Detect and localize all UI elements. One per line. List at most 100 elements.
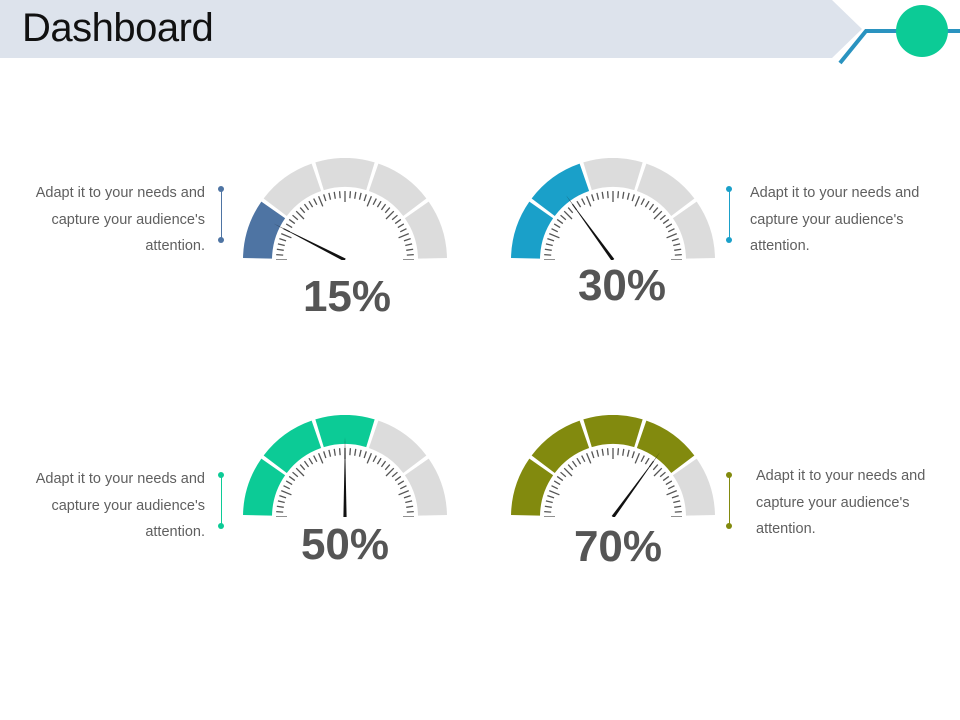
gauge-tick [665, 480, 673, 486]
gauge-tick [601, 191, 604, 199]
gauge-tick [585, 196, 592, 207]
gauge-tick [553, 223, 561, 229]
gauge-tick [405, 243, 413, 247]
gauge-tick [380, 460, 387, 468]
caption-line: Adapt it to your needs and [35, 185, 205, 201]
gauge-tick [366, 196, 373, 207]
connector-dot [218, 237, 224, 243]
gauge-segment [511, 201, 554, 259]
gauge-tick [551, 228, 559, 233]
gauge-tick [666, 232, 677, 239]
gauge-tick [571, 460, 578, 468]
gauge-tick [640, 455, 645, 463]
gauge-tick [671, 495, 679, 499]
gauge-tick [323, 451, 327, 459]
gauge-tick [333, 191, 336, 199]
gauge-tick [606, 191, 609, 199]
gauge-segment [583, 158, 643, 191]
gauge-tick [576, 457, 582, 465]
gauge-3-caption: Adapt it to your needs and capture your … [15, 466, 205, 546]
gauge-tick [394, 475, 402, 482]
gauge-tick [648, 203, 655, 211]
gauge-tick [277, 243, 285, 247]
gauge-tick [288, 218, 296, 225]
gauge-tick [622, 448, 625, 456]
gauge-tick [547, 495, 555, 499]
gauge-tick [673, 500, 681, 504]
gauge-segment [531, 420, 590, 473]
gauge-4-caption: Adapt it to your needs and capture your … [756, 463, 946, 543]
connector-line [220, 189, 222, 240]
gauge-tick [406, 248, 414, 251]
gauge-tick [372, 455, 377, 463]
connector-dot [726, 237, 732, 243]
gauge-tick [631, 451, 635, 459]
gauge-tick [366, 453, 373, 464]
gauge-tick [372, 198, 377, 206]
gauge-tick [295, 467, 305, 477]
gauge-tick [617, 448, 620, 456]
gauge-tick [328, 192, 332, 200]
gauge-tick [626, 192, 630, 200]
gauge-tick [338, 191, 341, 199]
gauge-tick [667, 228, 675, 233]
gauge-tick [653, 467, 663, 477]
gauge-tick [674, 510, 682, 513]
header-accent-circle [896, 5, 948, 57]
gauge-tick [338, 448, 341, 456]
page-title: Dashboard [22, 6, 214, 50]
gauge-tick [659, 214, 666, 221]
gauge-tick [283, 485, 291, 490]
gauge-tick [399, 485, 407, 490]
gauge-tick [398, 489, 409, 496]
gauge-tick [397, 223, 405, 229]
gauge-needle [565, 195, 615, 260]
gauge-tick [581, 198, 586, 206]
gauge-tick [585, 453, 592, 464]
gauge-tick [376, 200, 382, 208]
gauge-tick [313, 455, 318, 463]
gauge-tick [626, 449, 630, 457]
gauge-tick [385, 467, 395, 477]
gauge-tick [288, 475, 296, 482]
gauge-tick [547, 238, 555, 242]
gauge-tick [403, 495, 411, 499]
caption-line: attention. [145, 524, 205, 540]
gauge-2-caption: Adapt it to your needs and capture your … [750, 180, 940, 260]
gauge-tick [299, 207, 306, 214]
gauge-tick [276, 510, 284, 513]
gauge-needle [611, 452, 661, 517]
gauge-tick [644, 200, 650, 208]
gauge-tick [553, 480, 561, 486]
caption-line: Adapt it to your needs and [750, 185, 920, 201]
gauge-tick [652, 464, 659, 471]
gauge-tick [406, 505, 414, 508]
gauge-tick [363, 194, 367, 202]
gauge-tick [308, 457, 314, 465]
gauge-tick [606, 448, 609, 456]
gauge-tick [384, 464, 391, 471]
caption-line: attention. [145, 238, 205, 254]
gauge-tick [662, 475, 670, 482]
gauge-tick [363, 451, 367, 459]
gauge-tick [634, 453, 641, 464]
gauge-tick [406, 510, 414, 513]
gauge-tick [333, 448, 336, 456]
gauge-needle [273, 223, 346, 260]
connector-line [220, 475, 222, 526]
gauge-tick [591, 451, 595, 459]
gauge-1-caption: Adapt it to your needs and capture your … [15, 180, 205, 260]
gauge-tick [384, 207, 391, 214]
gauge-tick [671, 238, 679, 242]
gauge-tick [622, 191, 625, 199]
gauge-tick [317, 453, 324, 464]
gauge-tick [544, 510, 552, 513]
gauge-tick [277, 500, 285, 504]
gauge-tick [323, 194, 327, 202]
gauge-tick [317, 196, 324, 207]
gauge-tick [279, 495, 287, 499]
caption-line: Adapt it to your needs and [35, 471, 205, 487]
gauge-3-percent: 50% [300, 520, 390, 569]
gauge-segment [672, 201, 715, 259]
gauge-segment [315, 158, 375, 191]
